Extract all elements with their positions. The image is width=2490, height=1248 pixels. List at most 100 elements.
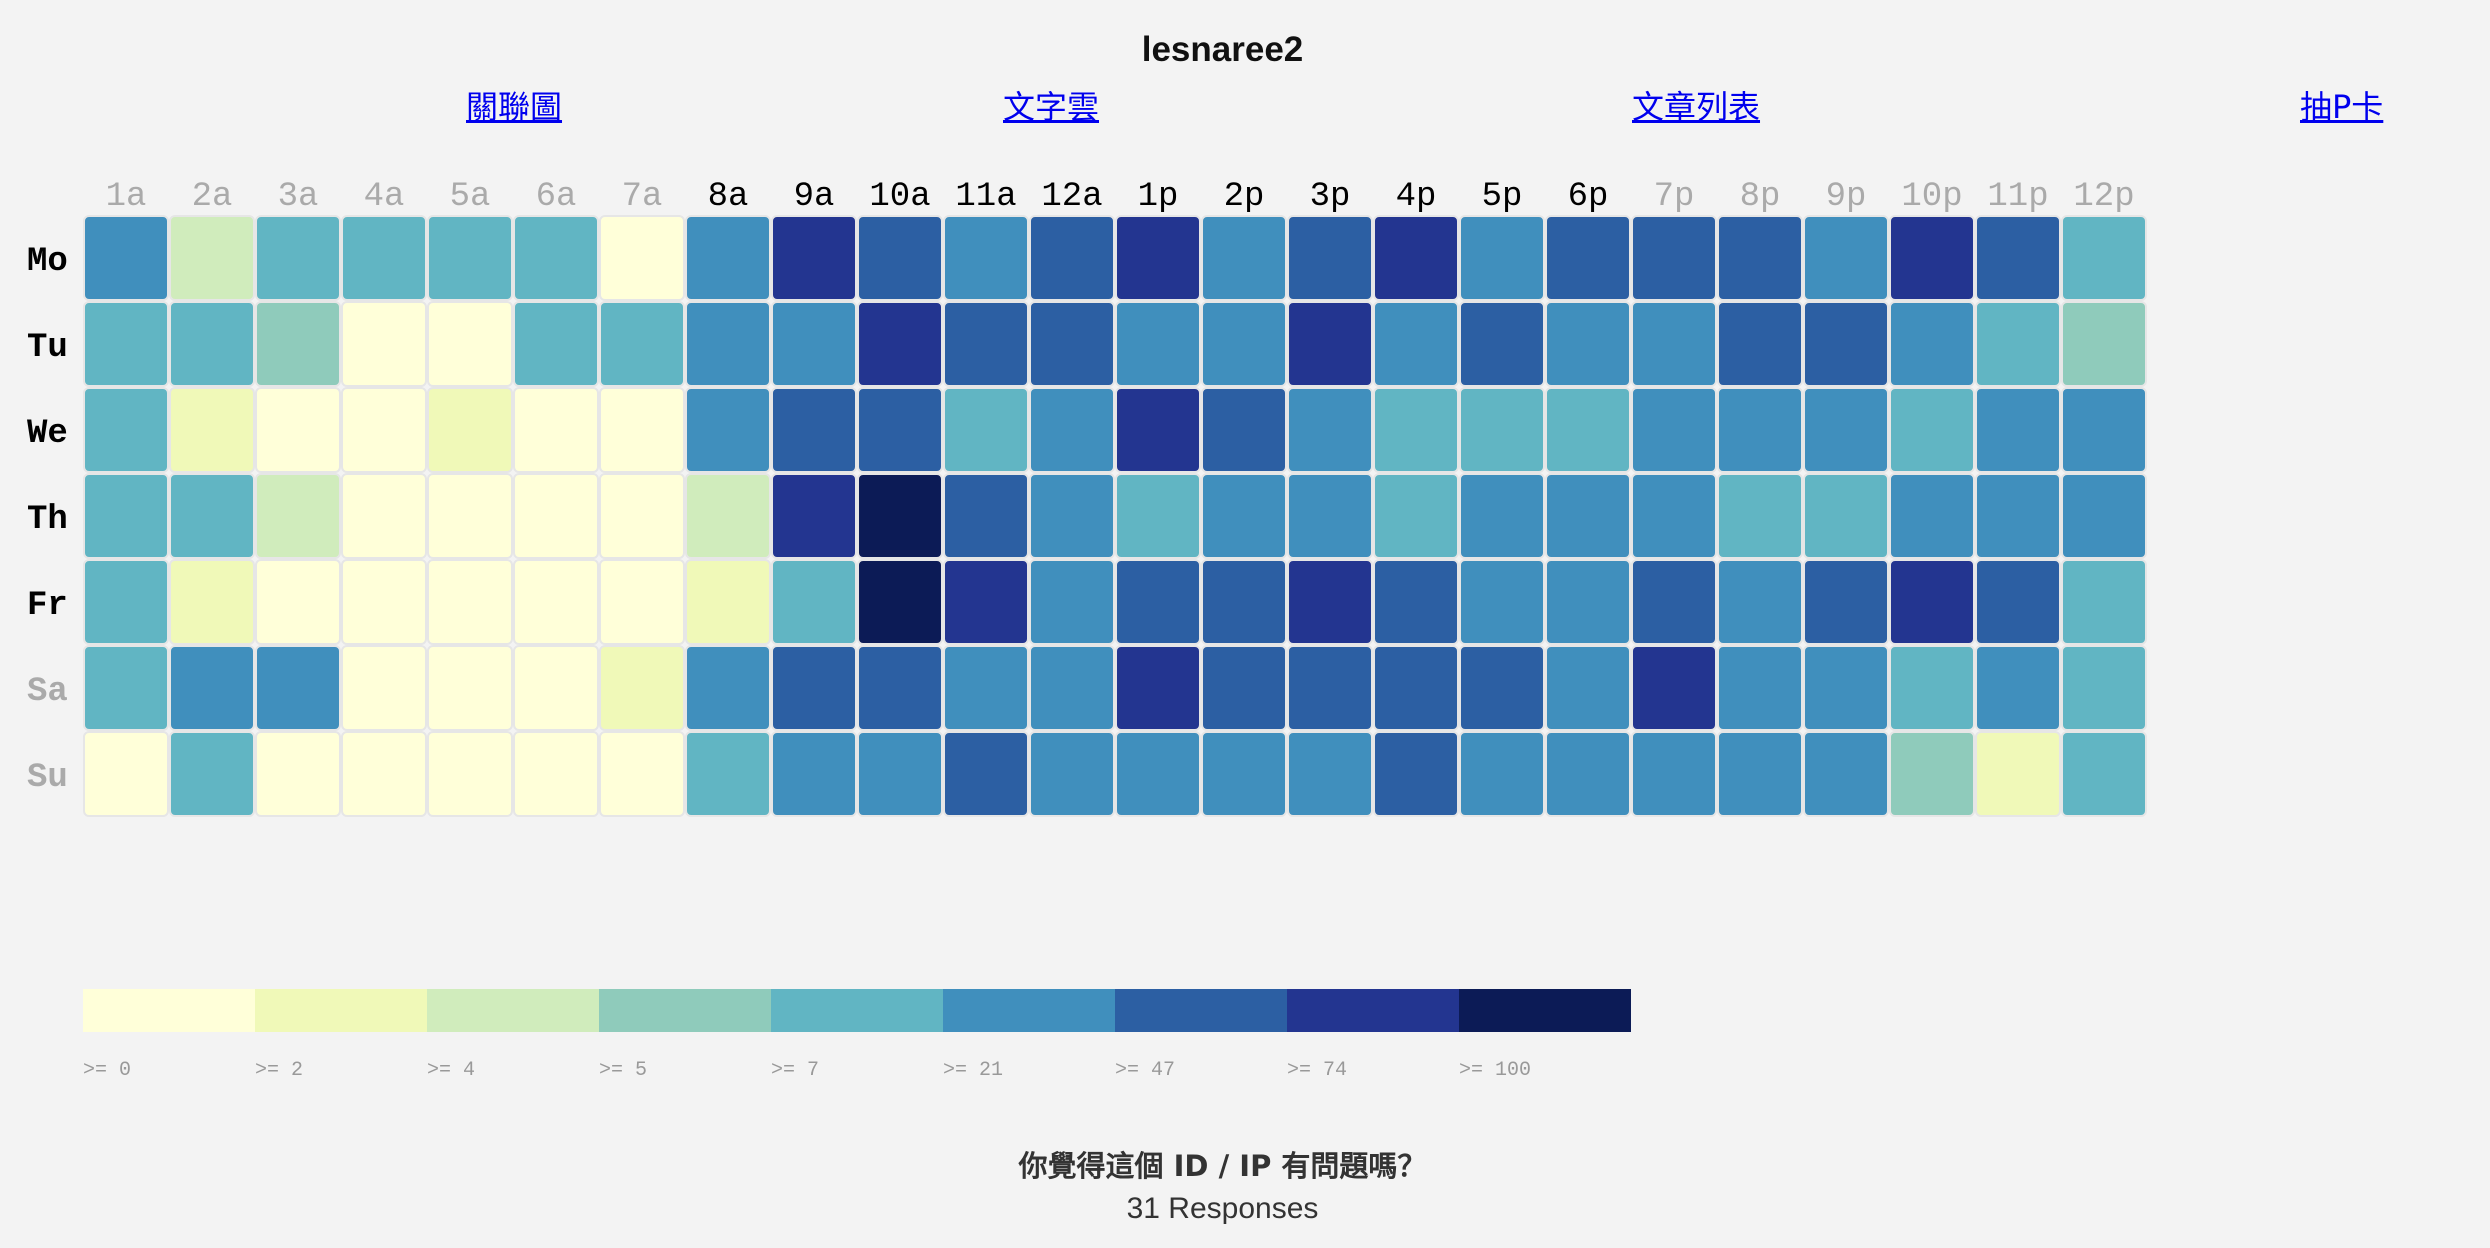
legend-label-1: >= 2 xyxy=(255,1059,303,1082)
heatmap-cell-su-12a xyxy=(1029,731,1115,817)
heatmap-cell-sa-12p xyxy=(2061,645,2147,731)
heatmap-cell-we-5p xyxy=(1459,387,1545,473)
day-label-tu: Tu xyxy=(27,329,68,367)
heatmap-cell-sa-1p xyxy=(1115,645,1201,731)
heatmap-cell-th-8a xyxy=(685,473,771,559)
heatmap-cell-we-9p xyxy=(1803,387,1889,473)
hour-label-5p: 5p xyxy=(1482,178,1523,216)
heatmap-cell-tu-3a xyxy=(255,301,341,387)
heatmap-cell-th-3p xyxy=(1287,473,1373,559)
hour-label-6a: 6a xyxy=(536,178,577,216)
heatmap-cell-tu-12p xyxy=(2061,301,2147,387)
hour-label-10a: 10a xyxy=(869,178,930,216)
heatmap-cell-th-3a xyxy=(255,473,341,559)
heatmap-cell-fr-5a xyxy=(427,559,513,645)
heatmap-cell-tu-8a xyxy=(685,301,771,387)
heatmap-cell-su-10a xyxy=(857,731,943,817)
heatmap-cell-mo-11a xyxy=(943,215,1029,301)
heatmap-cell-sa-4p xyxy=(1373,645,1459,731)
heatmap-cell-su-4p xyxy=(1373,731,1459,817)
hour-label-7p: 7p xyxy=(1654,178,1695,216)
heatmap-cell-sa-6p xyxy=(1545,645,1631,731)
heatmap-cell-th-11a xyxy=(943,473,1029,559)
day-label-th: Th xyxy=(27,501,68,539)
legend-swatch-3 xyxy=(599,989,771,1032)
heatmap-cell-th-4a xyxy=(341,473,427,559)
heatmap-cell-su-7a xyxy=(599,731,685,817)
heatmap-cell-th-2p xyxy=(1201,473,1287,559)
heatmap-cell-mo-12p xyxy=(2061,215,2147,301)
heatmap-cell-th-6p xyxy=(1545,473,1631,559)
heatmap-cell-sa-1a xyxy=(83,645,169,731)
heatmap-cell-mo-6a xyxy=(513,215,599,301)
heatmap-cell-th-1a xyxy=(83,473,169,559)
heatmap-cell-fr-12a xyxy=(1029,559,1115,645)
heatmap-cell-tu-7p xyxy=(1631,301,1717,387)
heatmap-cell-we-6a xyxy=(513,387,599,473)
heatmap-cell-th-9p xyxy=(1803,473,1889,559)
day-label-fr: Fr xyxy=(27,587,68,625)
hour-label-3a: 3a xyxy=(278,178,319,216)
heatmap-cell-tu-4a xyxy=(341,301,427,387)
legend-swatch-6 xyxy=(1115,989,1287,1032)
poll-responses[interactable]: 31 Responses xyxy=(1126,1192,1319,1225)
heatmap-cell-sa-2a xyxy=(169,645,255,731)
legend-swatch-4 xyxy=(771,989,943,1032)
nav-link-relation-graph[interactable]: 關聯圖 xyxy=(466,88,563,126)
heatmap-cell-mo-10a xyxy=(857,215,943,301)
heatmap-cell-we-1a xyxy=(83,387,169,473)
hour-label-6p: 6p xyxy=(1568,178,1609,216)
heatmap-cell-sa-5a xyxy=(427,645,513,731)
heatmap-cell-th-12p xyxy=(2061,473,2147,559)
nav-link-draw-p-card[interactable]: 抽P卡 xyxy=(2300,88,2384,126)
heatmap-cell-th-1p xyxy=(1115,473,1201,559)
heatmap-cell-we-3a xyxy=(255,387,341,473)
heatmap-cell-sa-3p xyxy=(1287,645,1373,731)
hour-label-10p: 10p xyxy=(1901,178,1962,216)
heatmap-cell-th-4p xyxy=(1373,473,1459,559)
heatmap-cell-fr-2a xyxy=(169,559,255,645)
hour-label-9a: 9a xyxy=(794,178,835,216)
heatmap-cell-we-8p xyxy=(1717,387,1803,473)
heatmap-cell-we-4a xyxy=(341,387,427,473)
heatmap-cell-sa-9a xyxy=(771,645,857,731)
hour-label-8p: 8p xyxy=(1740,178,1781,216)
heatmap-cell-mo-4p xyxy=(1373,215,1459,301)
legend-label-0: >= 0 xyxy=(83,1059,131,1082)
heatmap-cell-th-7p xyxy=(1631,473,1717,559)
heatmap-cell-sa-7p xyxy=(1631,645,1717,731)
heatmap-cell-tu-12a xyxy=(1029,301,1115,387)
heatmap-cell-su-3p xyxy=(1287,731,1373,817)
heatmap-cell-tu-1a xyxy=(83,301,169,387)
nav-link-article-list[interactable]: 文章列表 xyxy=(1632,88,1761,126)
heatmap-cell-sa-11a xyxy=(943,645,1029,731)
heatmap-cell-su-5p xyxy=(1459,731,1545,817)
heatmap-cell-we-10p xyxy=(1889,387,1975,473)
heatmap-cell-th-5a xyxy=(427,473,513,559)
legend-swatch-8 xyxy=(1459,989,1631,1032)
heatmap-cell-sa-3a xyxy=(255,645,341,731)
heatmap-cell-sa-11p xyxy=(1975,645,2061,731)
legend-label-6: >= 47 xyxy=(1115,1059,1175,1082)
heatmap-cell-tu-11a xyxy=(943,301,1029,387)
heatmap-cell-mo-9a xyxy=(771,215,857,301)
heatmap-cell-su-9a xyxy=(771,731,857,817)
heatmap-cell-mo-2a xyxy=(169,215,255,301)
heatmap-cell-mo-7a xyxy=(599,215,685,301)
legend-label-3: >= 5 xyxy=(599,1059,647,1082)
heatmap-cell-fr-2p xyxy=(1201,559,1287,645)
heatmap-cell-th-12a xyxy=(1029,473,1115,559)
heatmap-cell-sa-5p xyxy=(1459,645,1545,731)
heatmap-cell-sa-12a xyxy=(1029,645,1115,731)
heatmap-cell-fr-10p xyxy=(1889,559,1975,645)
heatmap-cell-fr-1a xyxy=(83,559,169,645)
day-label-mo: Mo xyxy=(27,243,68,281)
heatmap-cell-we-2a xyxy=(169,387,255,473)
legend-swatch-2 xyxy=(427,989,599,1032)
nav-link-word-cloud[interactable]: 文字雲 xyxy=(1003,88,1100,126)
heatmap-cell-su-2a xyxy=(169,731,255,817)
heatmap-cell-tu-9a xyxy=(771,301,857,387)
heatmap-cell-su-8p xyxy=(1717,731,1803,817)
